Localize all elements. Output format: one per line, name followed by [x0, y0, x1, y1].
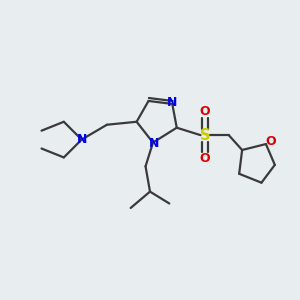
Text: N: N: [76, 133, 87, 146]
Text: O: O: [200, 152, 210, 165]
Text: S: S: [200, 128, 210, 142]
Text: O: O: [265, 135, 276, 148]
Text: N: N: [167, 96, 178, 109]
Text: N: N: [149, 137, 159, 150]
Text: O: O: [200, 105, 210, 118]
